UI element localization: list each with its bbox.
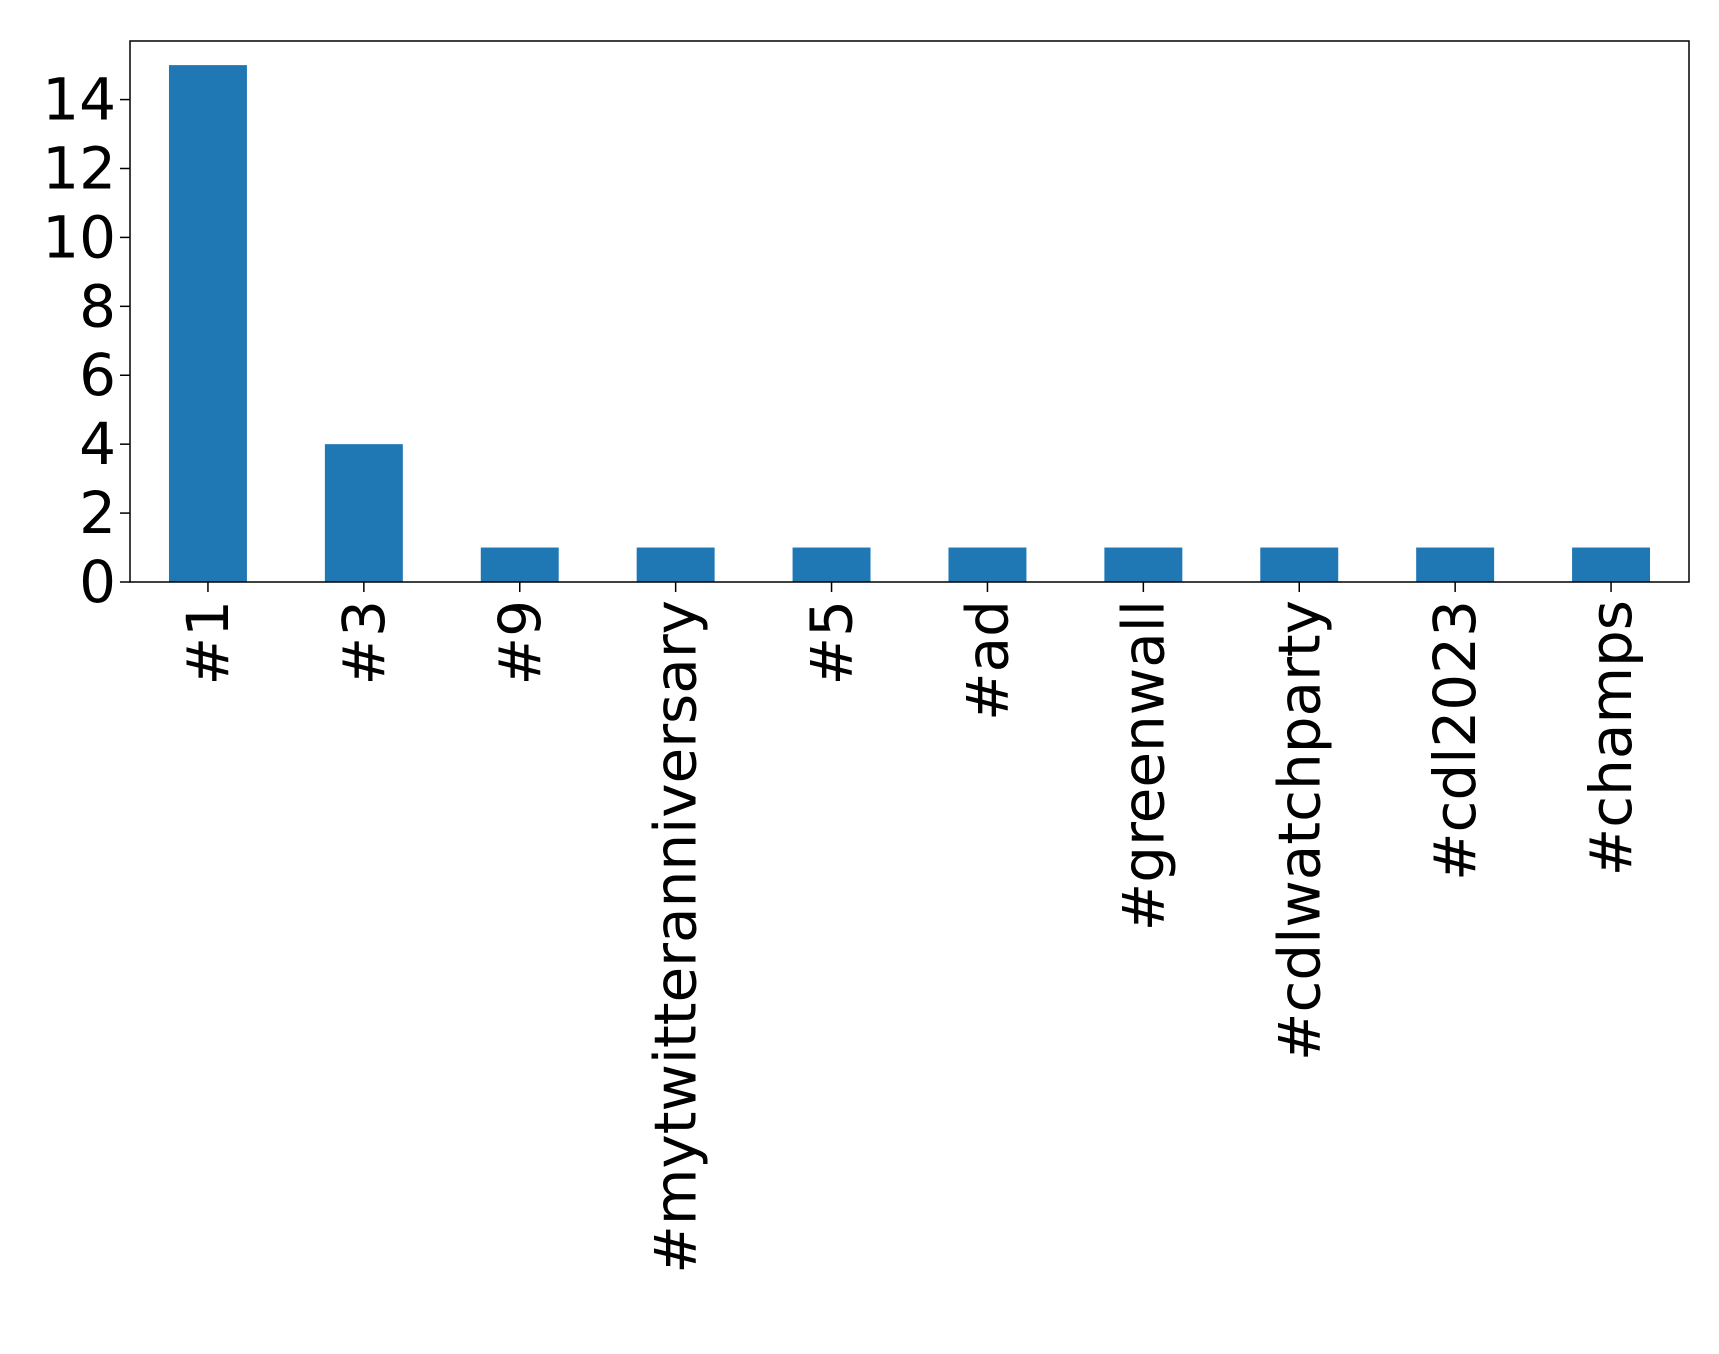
x-tick-label: #cdl2023 xyxy=(1421,600,1489,881)
bars-layer xyxy=(168,65,1651,582)
x-tick-label: #1 xyxy=(174,600,242,686)
bar xyxy=(1104,547,1183,582)
y-tick-label: 12 xyxy=(42,134,116,202)
x-tick-label: #9 xyxy=(486,600,554,686)
x-tick-label: #3 xyxy=(330,600,398,686)
bar xyxy=(1260,547,1339,582)
bar xyxy=(636,547,715,582)
y-tick-label: 14 xyxy=(42,66,116,134)
x-axis: #1 #3 #9 #mytwitteranniversary #5 #ad #greenwa… xyxy=(174,582,1645,1274)
x-tick-label: #5 xyxy=(798,600,866,686)
x-tick-label: #greenwall xyxy=(1109,600,1177,931)
y-tick-label: 6 xyxy=(79,341,116,409)
y-tick-label: 10 xyxy=(42,203,116,271)
bar xyxy=(324,444,403,582)
y-tick-label: 4 xyxy=(79,410,116,478)
plot-area-frame xyxy=(129,40,1690,583)
x-tick-label: #ad xyxy=(953,600,1021,721)
y-tick-label: 2 xyxy=(79,479,116,547)
bar xyxy=(948,547,1027,582)
bar xyxy=(168,65,247,582)
x-tick-label: #champs xyxy=(1577,600,1645,876)
bar xyxy=(480,547,559,582)
x-tick-label: #cdlwatchparty xyxy=(1265,600,1333,1061)
y-tick-label: 8 xyxy=(79,272,116,340)
bar xyxy=(1416,547,1495,582)
x-tick-label: #mytwitteranniversary xyxy=(642,600,710,1274)
bar xyxy=(1572,547,1651,582)
y-tick-label: 0 xyxy=(79,548,116,616)
bar xyxy=(792,547,871,582)
